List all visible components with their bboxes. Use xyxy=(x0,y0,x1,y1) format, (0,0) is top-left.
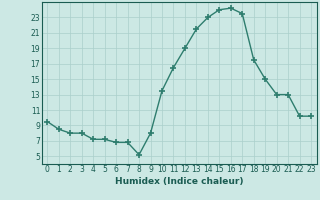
X-axis label: Humidex (Indice chaleur): Humidex (Indice chaleur) xyxy=(115,177,244,186)
